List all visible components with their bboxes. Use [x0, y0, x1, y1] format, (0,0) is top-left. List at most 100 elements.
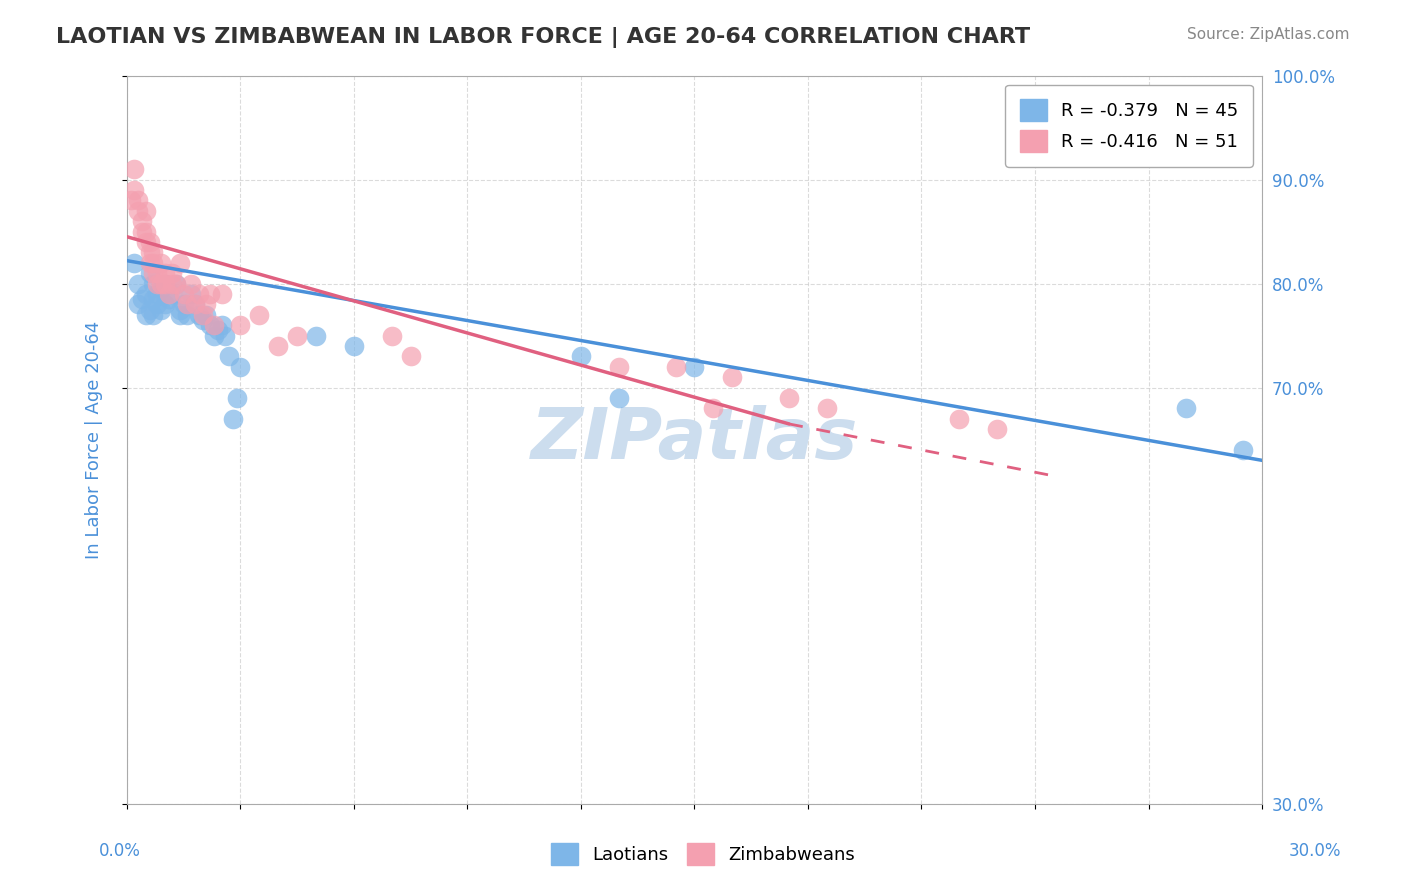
Point [191, 308, 214, 322]
Point [146, 266, 169, 280]
Point [138, 256, 160, 270]
Legend: Laotians, Zimbabweans: Laotians, Zimbabweans [541, 834, 865, 874]
Point [131, 225, 153, 239]
Point [218, 349, 240, 363]
Point [138, 245, 160, 260]
Point [225, 391, 247, 405]
Point [187, 287, 209, 301]
Point [127, 203, 149, 218]
Y-axis label: In Labor Force | Age 20-64: In Labor Force | Age 20-64 [86, 320, 103, 558]
Point [815, 401, 838, 416]
Point [131, 214, 153, 228]
Point [198, 318, 221, 332]
Point [222, 411, 245, 425]
Point [702, 401, 724, 416]
Point [120, 194, 142, 208]
Point [180, 287, 202, 301]
Point [195, 308, 218, 322]
Point [135, 203, 157, 218]
Point [135, 308, 157, 322]
Point [157, 292, 180, 306]
Point [180, 277, 202, 291]
Point [683, 359, 706, 374]
Point [138, 235, 160, 249]
Point [162, 277, 184, 291]
Point [184, 297, 207, 311]
Point [149, 277, 172, 291]
Point [607, 391, 630, 405]
Point [198, 287, 221, 301]
Point [142, 292, 165, 306]
Point [162, 287, 184, 301]
Point [135, 235, 157, 249]
Point [149, 282, 172, 296]
Point [165, 277, 187, 291]
Point [986, 422, 1008, 436]
Point [169, 256, 191, 270]
Point [135, 225, 157, 239]
Point [142, 256, 165, 270]
Point [211, 318, 233, 332]
Point [146, 277, 169, 291]
Point [721, 370, 744, 384]
Point [169, 308, 191, 322]
Point [207, 323, 229, 337]
Text: 30.0%: 30.0% [1288, 842, 1341, 860]
Point [176, 297, 198, 311]
Point [948, 411, 970, 425]
Point [142, 266, 165, 280]
Text: LAOTIAN VS ZIMBABWEAN IN LABOR FORCE | AGE 20-64 CORRELATION CHART: LAOTIAN VS ZIMBABWEAN IN LABOR FORCE | A… [56, 27, 1031, 48]
Point [146, 297, 169, 311]
Point [214, 328, 236, 343]
Point [127, 194, 149, 208]
Point [169, 302, 191, 317]
Point [124, 256, 146, 270]
Point [202, 328, 225, 343]
Point [162, 266, 184, 280]
Point [142, 245, 165, 260]
Point [187, 308, 209, 322]
Point [607, 359, 630, 374]
Point [195, 297, 218, 311]
Legend: R = -0.379   N = 45, R = -0.416   N = 51: R = -0.379 N = 45, R = -0.416 N = 51 [1005, 85, 1253, 167]
Point [664, 359, 686, 374]
Point [285, 328, 308, 343]
Point [153, 297, 176, 311]
Point [211, 287, 233, 301]
Point [229, 359, 252, 374]
Point [146, 287, 169, 301]
Point [399, 349, 422, 363]
Point [1232, 442, 1254, 457]
Point [157, 287, 180, 301]
Point [173, 297, 195, 311]
Point [173, 287, 195, 301]
Point [142, 308, 165, 322]
Text: ZIPatlas: ZIPatlas [531, 405, 858, 474]
Point [229, 318, 252, 332]
Point [153, 266, 176, 280]
Point [778, 391, 800, 405]
Point [127, 297, 149, 311]
Point [127, 277, 149, 291]
Text: Source: ZipAtlas.com: Source: ZipAtlas.com [1187, 27, 1350, 42]
Point [149, 256, 172, 270]
Point [1175, 401, 1198, 416]
Point [138, 266, 160, 280]
Point [149, 302, 172, 317]
Point [142, 277, 165, 291]
Point [202, 318, 225, 332]
Point [153, 277, 176, 291]
Point [191, 313, 214, 327]
Point [343, 339, 366, 353]
Point [267, 339, 290, 353]
Point [165, 277, 187, 291]
Point [131, 292, 153, 306]
Point [124, 183, 146, 197]
Point [176, 308, 198, 322]
Point [138, 302, 160, 317]
Point [184, 297, 207, 311]
Point [569, 349, 592, 363]
Point [381, 328, 404, 343]
Text: 0.0%: 0.0% [98, 842, 141, 860]
Point [153, 277, 176, 291]
